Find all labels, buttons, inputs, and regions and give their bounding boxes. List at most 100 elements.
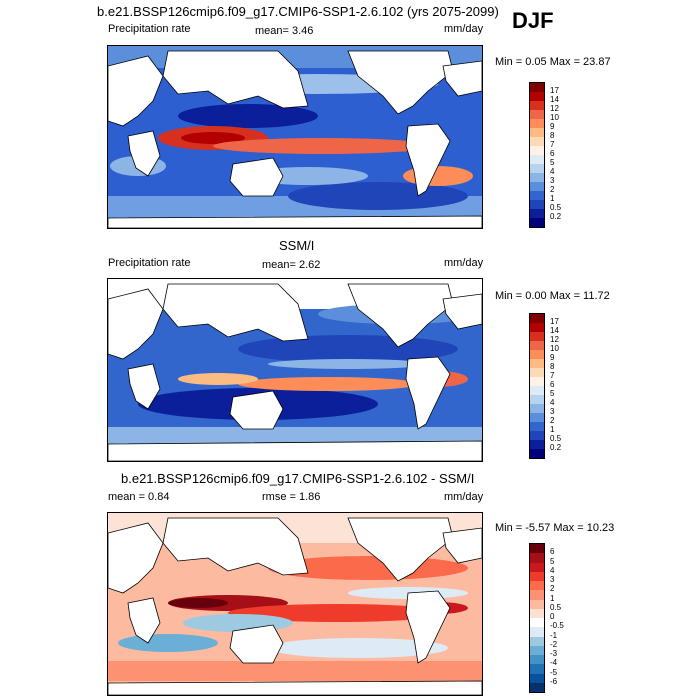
panel2-colorbar-segments	[530, 314, 544, 458]
panel3-colorbar-ticks: 6 5 4 3 2 1 0.5 0 -0.5 -1 -2 -3 -4 -5 -6	[550, 543, 590, 691]
colorbar-swatch	[530, 200, 544, 209]
colorbar-tick-label: -2	[550, 639, 558, 649]
colorbar-tick-label: 8	[550, 131, 555, 140]
colorbar-swatch	[530, 218, 544, 227]
panel3-units-label: mm/day	[444, 491, 484, 503]
colorbar-tick-label: 0.2	[550, 212, 562, 221]
panel3-minmax-label: Min = -5.57 Max = 10.23	[495, 522, 615, 534]
colorbar-swatch	[530, 377, 544, 386]
colorbar-tick-label: 9	[550, 353, 555, 362]
colorbar-tick-label: 6	[550, 547, 555, 557]
panel1-map	[107, 45, 483, 229]
colorbar-swatch	[530, 673, 544, 683]
colorbar-swatch	[530, 350, 544, 359]
colorbar-tick-label: -6	[550, 676, 558, 686]
colorbar-tick-label: 14	[550, 326, 559, 335]
colorbar-swatch	[530, 581, 544, 591]
colorbar-swatch	[530, 146, 544, 155]
colorbar-swatch	[530, 110, 544, 119]
colorbar-swatch	[530, 209, 544, 218]
colorbar-tick-label: 5	[550, 158, 555, 167]
colorbar-tick-label: 7	[550, 140, 555, 149]
colorbar-swatch	[530, 314, 544, 323]
colorbar-swatch	[530, 645, 544, 655]
panel2-title: SSM/I	[279, 238, 315, 253]
colorbar-swatch	[530, 655, 544, 665]
colorbar-tick-label: 2	[550, 584, 555, 594]
panel2-minmax-label: Min = 0.00 Max = 11.72	[495, 290, 610, 302]
panel1-colorbar-segments	[530, 83, 544, 227]
colorbar-swatch	[530, 386, 544, 395]
colorbar-swatch	[530, 128, 544, 137]
colorbar-swatch	[530, 404, 544, 413]
panel3-map	[107, 512, 483, 696]
panel2-mean-label: mean= 2.62	[262, 259, 321, 271]
colorbar-swatch	[530, 164, 544, 173]
colorbar-swatch	[530, 191, 544, 200]
colorbar-swatch	[530, 101, 544, 110]
colorbar-swatch	[530, 83, 544, 92]
colorbar-swatch	[530, 137, 544, 146]
colorbar-tick-label: 7	[550, 371, 555, 380]
panel1-units-label: mm/day	[444, 23, 484, 35]
colorbar-tick-label: 0.2	[550, 443, 562, 452]
panel2-map	[107, 278, 483, 462]
colorbar-tick-label: -3	[550, 649, 558, 658]
colorbar-swatch	[530, 664, 544, 674]
panel1-colorbar	[529, 82, 545, 228]
colorbar-tick-label: -0.5	[550, 621, 564, 631]
panel1-mean-label: mean= 3.46	[255, 25, 314, 37]
colorbar-swatch	[530, 395, 544, 404]
colorbar-tick-label: 4	[550, 565, 555, 575]
colorbar-swatch	[530, 119, 544, 128]
panel1-minmax-label: Min = 0.05 Max = 23.87	[495, 56, 611, 68]
colorbar-tick-label: 2	[550, 416, 555, 425]
colorbar-tick-label: 1	[550, 425, 555, 434]
colorbar-tick-label: 3	[550, 407, 555, 416]
colorbar-tick-label: 17	[550, 317, 559, 326]
colorbar-tick-label: 4	[550, 398, 555, 407]
colorbar-swatch	[530, 636, 544, 646]
colorbar-tick-label: 0.5	[550, 602, 562, 612]
colorbar-swatch	[530, 627, 544, 637]
colorbar-tick-label: 5	[550, 389, 555, 398]
colorbar-swatch	[530, 422, 544, 431]
colorbar-tick-label: 0	[550, 612, 555, 621]
season-label: DJF	[512, 8, 554, 33]
colorbar-tick-label: 12	[550, 104, 559, 113]
colorbar-tick-label: 10	[550, 344, 559, 353]
panel2-units-label: mm/day	[444, 257, 484, 269]
colorbar-swatch	[530, 155, 544, 164]
colorbar-swatch	[530, 553, 544, 563]
colorbar-swatch	[530, 590, 544, 600]
colorbar-swatch	[530, 413, 544, 422]
colorbar-tick-label: 0.5	[550, 203, 562, 212]
colorbar-tick-label: 6	[550, 149, 555, 158]
panel1-title: b.e21.BSSP126cmip6.f09_g17.CMIP6-SSP1-2.…	[97, 4, 499, 19]
colorbar-tick-label: -4	[550, 658, 558, 668]
panel3-title: b.e21.BSSP126cmip6.f09_g17.CMIP6-SSP1-2.…	[121, 471, 475, 486]
colorbar-tick-label: 3	[550, 176, 555, 185]
colorbar-swatch	[530, 323, 544, 332]
colorbar-tick-label: 2	[550, 185, 555, 194]
colorbar-swatch	[530, 599, 544, 609]
colorbar-swatch	[530, 440, 544, 449]
colorbar-swatch	[530, 182, 544, 191]
panel2-variable-label: Precipitation rate	[108, 257, 191, 269]
colorbar-swatch	[530, 173, 544, 182]
colorbar-swatch	[530, 682, 544, 692]
colorbar-swatch	[530, 431, 544, 440]
panel2-colorbar-ticks: 17 14 12 10 9 8 7 6 5 4 3 2 1 0.5 0.2	[550, 313, 590, 457]
colorbar-tick-label: 14	[550, 95, 559, 104]
panel1-variable-label: Precipitation rate	[108, 23, 191, 35]
colorbar-tick-label: 5	[550, 556, 555, 566]
panel1-colorbar-ticks: 17 14 12 10 9 8 7 6 5 4 3 2 1 0.5 0.2	[550, 82, 590, 226]
colorbar-tick-label: 9	[550, 122, 555, 131]
colorbar-swatch	[530, 608, 544, 618]
colorbar-swatch	[530, 618, 544, 628]
panel2-colorbar	[529, 313, 545, 459]
colorbar-swatch	[530, 571, 544, 581]
colorbar-tick-label: -5	[550, 667, 558, 677]
colorbar-tick-label: 1	[550, 593, 555, 603]
colorbar-tick-label: 4	[550, 167, 555, 176]
